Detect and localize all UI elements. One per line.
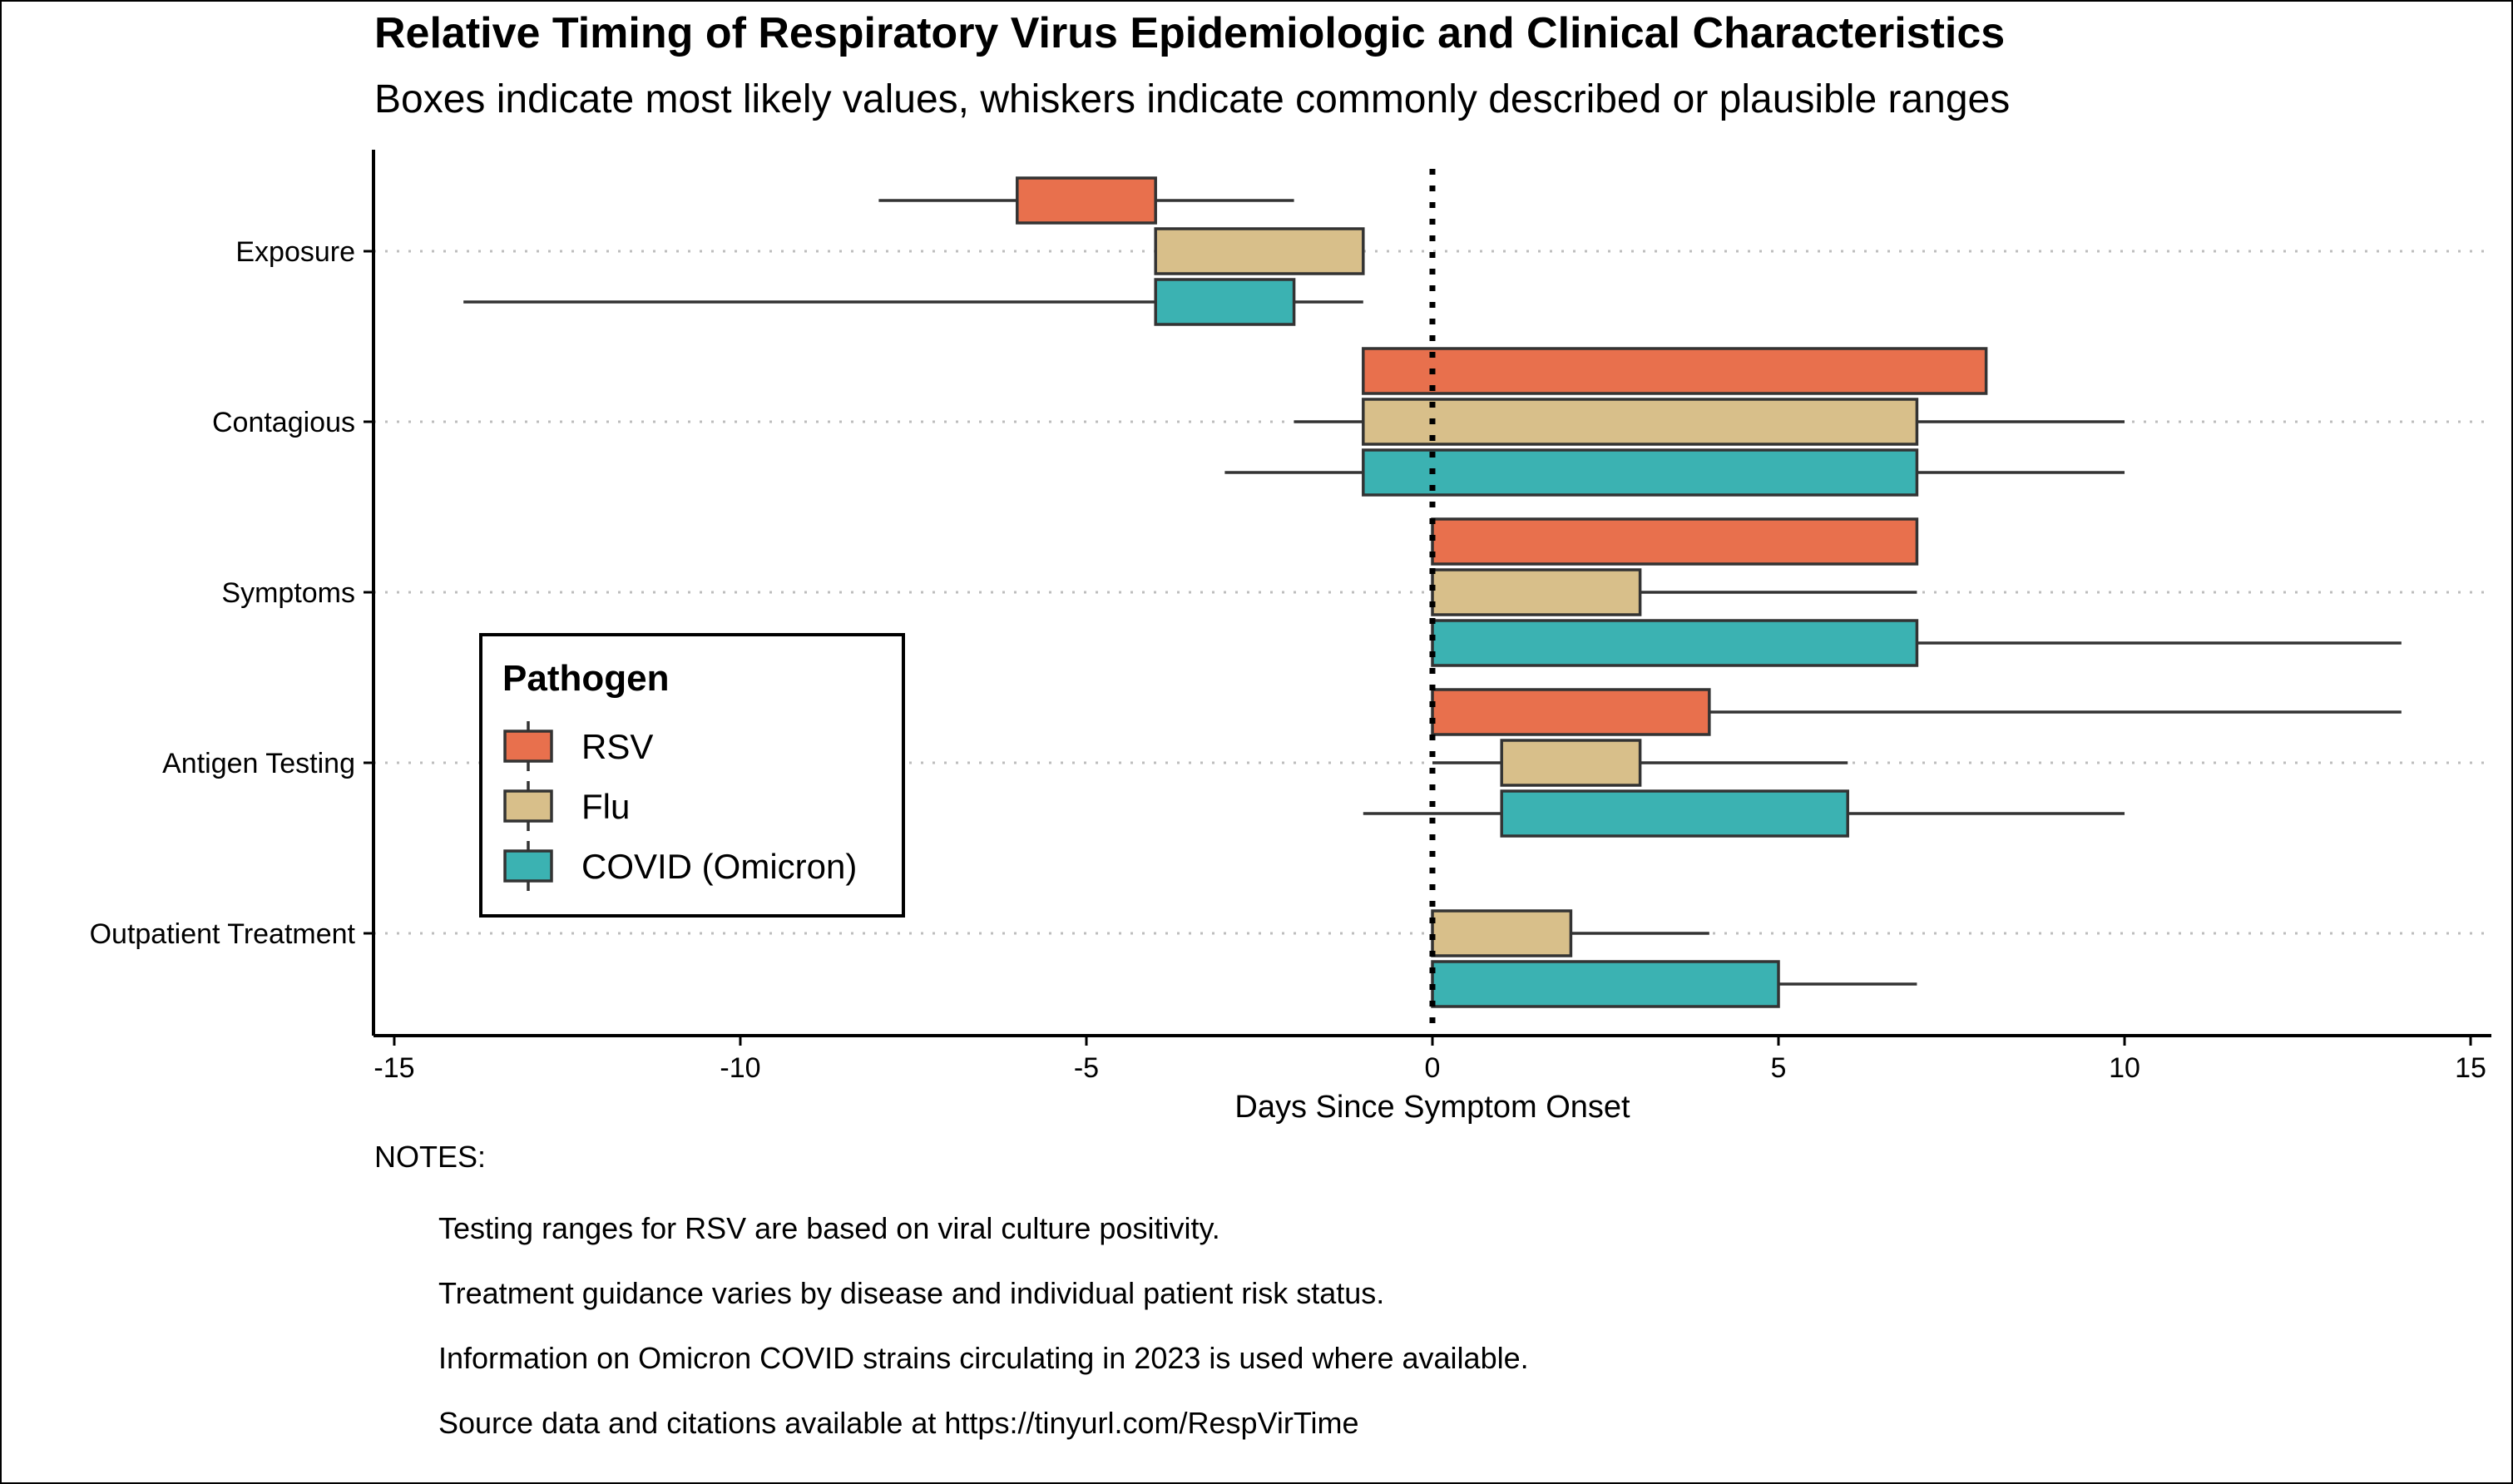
axes: Exposure Contagious Symptoms Antigen Testin… (90, 150, 2491, 1125)
boxplot-chart: Exposure Contagious Symptoms Antigen Testin… (90, 150, 2491, 1125)
x-tick-label: -15 (373, 1052, 414, 1084)
box-covid-omicron-contagious (1362, 448, 1919, 497)
y-tick-label-contagious: Contagious (212, 407, 355, 438)
y-tick-label-outpatient-treatment: Outpatient Treatment (90, 918, 356, 950)
box-covid-omicron-symptoms (1431, 619, 1919, 667)
box-flu-outpatient-treatment (1431, 909, 1573, 957)
legend-label-covid-omicron: COVID (Omicron) (581, 847, 857, 886)
note-line: Source data and citations available at h… (438, 1406, 1359, 1440)
box-flu-antigen-testing (1500, 739, 1642, 787)
box-rsv-exposure (1016, 176, 1157, 225)
x-tick-label: 10 (2109, 1052, 2140, 1084)
box-flu-exposure (1154, 227, 1365, 275)
box-covid-omicron-exposure (1154, 278, 1296, 326)
x-tick-label: 0 (1425, 1052, 1441, 1084)
y-tick-label-antigen-testing: Antigen Testing (162, 748, 355, 779)
box-flu-symptoms (1431, 568, 1642, 616)
legend-key-covid-omicron (503, 849, 553, 883)
box-rsv-contagious (1362, 347, 1988, 395)
y-tick-label-exposure: Exposure (235, 236, 355, 268)
x-tick-label: 5 (1771, 1052, 1787, 1084)
x-tick-label: -10 (720, 1052, 760, 1084)
x-tick-label: -5 (1074, 1052, 1099, 1084)
box-covid-omicron-antigen-testing (1500, 789, 1849, 838)
legend-label-flu: Flu (581, 787, 630, 826)
x-axis-title: Days Since Symptom Onset (1234, 1090, 1630, 1125)
box-flu-contagious (1362, 398, 1919, 446)
box-rsv-symptoms (1431, 517, 1919, 566)
chart-subtitle: Boxes indicate most likely values, whisk… (374, 77, 2011, 121)
legend: Pathogen RSV Flu COVID (Omicron) (479, 633, 905, 918)
note-line: Treatment guidance varies by disease and… (438, 1276, 1385, 1310)
y-tick-label-symptoms: Symptoms (221, 577, 355, 609)
boxes (1016, 176, 1988, 1008)
notes-heading: NOTES: (374, 1140, 487, 1174)
chart-title: Relative Timing of Respiratory Virus Epi… (374, 9, 2006, 57)
note-line: Testing ranges for RSV are based on vira… (438, 1211, 1220, 1245)
box-rsv-antigen-testing (1431, 688, 1711, 736)
notes-section: NOTES: Testing ranges for RSV are based … (374, 1140, 1529, 1471)
x-tick-label: 15 (2455, 1052, 2486, 1084)
note-line: Information on Omicron COVID strains cir… (438, 1341, 1529, 1375)
legend-title: Pathogen (502, 658, 669, 699)
legend-label-rsv: RSV (581, 727, 653, 766)
legend-key-flu (503, 789, 553, 823)
legend-key-rsv (503, 730, 553, 763)
box-covid-omicron-outpatient-treatment (1431, 960, 1780, 1008)
